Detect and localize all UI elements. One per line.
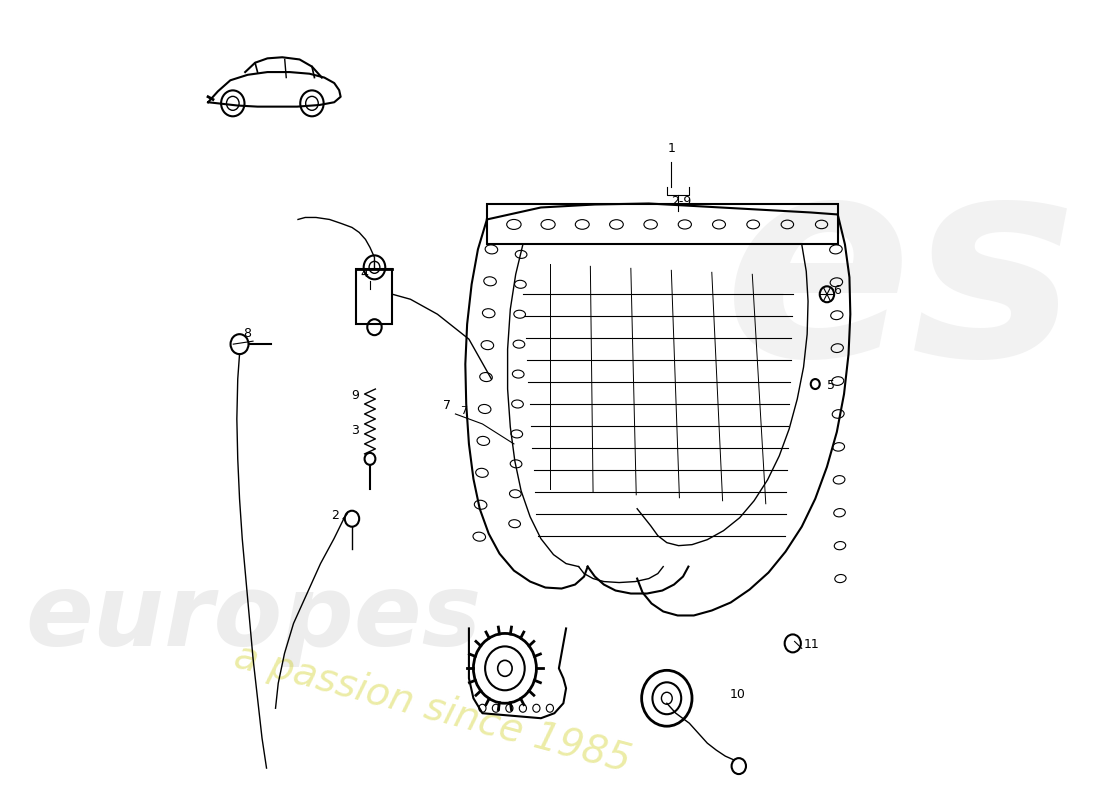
Text: 6: 6	[833, 284, 842, 298]
Text: 1: 1	[668, 142, 675, 154]
Text: 4: 4	[361, 267, 368, 280]
Text: a passion since 1985: a passion since 1985	[231, 637, 636, 779]
Text: 10: 10	[730, 688, 746, 702]
Text: europes: europes	[25, 570, 481, 667]
Text: 11: 11	[804, 638, 820, 651]
Text: 7: 7	[460, 406, 467, 416]
Text: 9: 9	[351, 389, 360, 402]
Text: 2-9: 2-9	[671, 194, 692, 207]
Text: 7: 7	[443, 399, 451, 412]
Text: 5: 5	[827, 379, 835, 392]
Bar	[487, 205, 838, 244]
Text: 8: 8	[243, 327, 251, 340]
Bar	[356, 270, 393, 324]
Text: es: es	[724, 144, 1078, 414]
Text: 2: 2	[331, 509, 340, 522]
Text: 3: 3	[351, 424, 360, 437]
